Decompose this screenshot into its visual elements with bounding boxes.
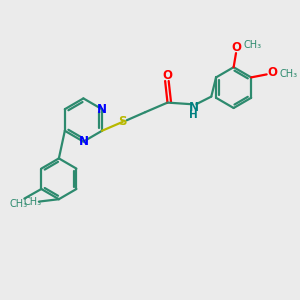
Text: H: H [189, 110, 198, 120]
Text: CH₃: CH₃ [244, 40, 262, 50]
Text: N: N [78, 135, 88, 148]
Text: CH₃: CH₃ [280, 69, 298, 80]
Text: CH₃: CH₃ [23, 197, 41, 207]
Text: O: O [162, 69, 172, 82]
Text: CH₃: CH₃ [9, 199, 28, 209]
Text: N: N [97, 103, 107, 116]
Text: S: S [118, 115, 127, 128]
Text: O: O [232, 41, 242, 54]
Text: O: O [268, 66, 278, 80]
Text: N: N [188, 100, 198, 114]
